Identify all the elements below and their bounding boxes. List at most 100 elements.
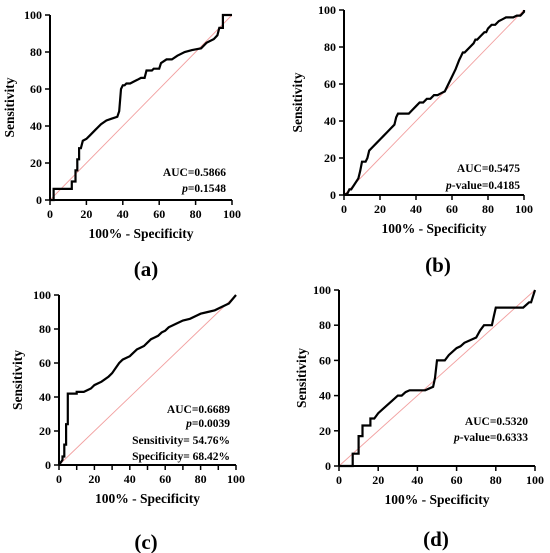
- y-tick-label: 20: [324, 151, 336, 165]
- stat-annotation: AUC=0.5475: [457, 163, 520, 175]
- stat-annotation: p=0.1548: [181, 183, 226, 195]
- stat-value: 0.6689: [198, 404, 230, 416]
- stat-annotation: AUC=0.5866: [163, 167, 226, 179]
- stat-value: 54.76%: [193, 435, 230, 447]
- reference-diagonal: [343, 9, 525, 196]
- stat-italic: p: [445, 180, 452, 192]
- x-tick-label: 80: [490, 473, 502, 487]
- y-axis-title: Sensitivity: [294, 348, 309, 408]
- y-axis-title: Sensitivity: [2, 77, 17, 137]
- y-tick-label: 0: [45, 458, 51, 472]
- panel-label: (a): [134, 257, 159, 281]
- y-tick-label: 40: [324, 114, 336, 128]
- y-tick-label: 0: [330, 188, 336, 202]
- x-tick-label: 20: [88, 472, 100, 486]
- stat-italic: p: [453, 432, 460, 444]
- panel-label: (d): [423, 527, 449, 551]
- roc-curve-line: [58, 294, 237, 466]
- stat-value: 68.42%: [193, 451, 230, 463]
- x-tick-label: 0: [336, 473, 342, 487]
- y-tick-label: 40: [30, 119, 42, 133]
- x-tick-label: 60: [159, 472, 171, 486]
- x-tick-label: 60: [446, 202, 458, 216]
- stat-annotation: AUC=0.6689: [167, 404, 230, 416]
- stat-annotation: Specificity= 68.42%: [132, 451, 230, 463]
- x-axis-title: 100% - Specificity: [89, 226, 194, 241]
- roc-curve-line: [50, 13, 232, 202]
- reference-diagonal: [58, 294, 237, 466]
- y-axis-title: Sensitivity: [290, 72, 305, 132]
- stat-annotation: p=0.0039: [185, 418, 230, 430]
- roc-curve-line: [339, 289, 537, 468]
- stat-value: -value=0.4185: [452, 180, 520, 192]
- y-tick-label: 80: [324, 40, 336, 54]
- y-tick-label: 40: [319, 389, 331, 403]
- stat-prefix: AUC=: [167, 404, 198, 416]
- x-axis-title: 100% - Specificity: [385, 492, 490, 507]
- stat-annotation: Sensitivity= 54.76%: [132, 435, 230, 447]
- x-tick-label: 100: [227, 472, 245, 486]
- stat-value: 0.5320: [496, 416, 528, 428]
- x-tick-label: 40: [117, 207, 129, 221]
- y-tick-label: 20: [319, 424, 331, 438]
- reference-diagonal: [49, 14, 233, 201]
- stat-value: 0.5866: [194, 167, 226, 179]
- panel-label: (b): [425, 253, 451, 277]
- stat-prefix: AUC=: [465, 416, 496, 428]
- y-tick-label: 20: [39, 424, 51, 438]
- x-tick-label: 60: [451, 473, 463, 487]
- stat-value: 0.5475: [488, 163, 520, 175]
- x-tick-label: 80: [195, 472, 207, 486]
- x-tick-label: 0: [47, 207, 53, 221]
- stat-prefix: Specificity=: [132, 451, 193, 463]
- y-tick-label: 80: [30, 45, 42, 59]
- x-tick-label: 0: [341, 202, 347, 216]
- y-tick-label: 100: [24, 8, 42, 22]
- roc-curve-line: [343, 10, 526, 196]
- y-tick-label: 60: [39, 356, 51, 370]
- y-tick-label: 80: [39, 322, 51, 336]
- y-tick-label: 60: [30, 82, 42, 96]
- roc-panel-3: 0 20 40 60 80 100 0 20 40 60 80 100 100% - Specifici…: [10, 288, 245, 553]
- x-tick-label: 40: [411, 473, 423, 487]
- y-tick-label: 40: [39, 390, 51, 404]
- stat-prefix: Sensitivity=: [132, 435, 193, 447]
- stat-annotation: AUC=0.5320: [465, 416, 528, 428]
- stat-prefix: AUC=: [457, 163, 488, 175]
- x-tick-label: 40: [124, 472, 136, 486]
- x-tick-label: 20: [372, 473, 384, 487]
- y-tick-label: 60: [319, 353, 331, 367]
- x-tick-label: 100: [515, 202, 533, 216]
- x-tick-label: 20: [80, 207, 92, 221]
- stat-value: =0.0039: [192, 418, 230, 430]
- x-tick-label: 100: [223, 207, 241, 221]
- x-tick-label: 80: [190, 207, 202, 221]
- x-tick-label: 20: [374, 202, 386, 216]
- x-tick-label: 40: [410, 202, 422, 216]
- stat-italic: p: [181, 183, 188, 195]
- stat-value: -value=0.6333: [460, 432, 528, 444]
- panel-label: (c): [134, 530, 157, 553]
- stat-annotation: p-value=0.4185: [445, 180, 520, 192]
- stat-prefix: AUC=: [163, 167, 194, 179]
- y-tick-label: 100: [33, 288, 51, 302]
- y-tick-label: 0: [325, 459, 331, 473]
- x-axis-title: 100% - Specificity: [382, 221, 487, 236]
- x-tick-label: 80: [482, 202, 494, 216]
- stat-annotation: p-value=0.6333: [453, 432, 528, 444]
- stat-italic: p: [185, 418, 192, 430]
- x-tick-label: 0: [56, 472, 62, 486]
- roc-panel-2: 0 20 40 60 80 100 0 20 40 60 80 100 100% - Specifici…: [290, 3, 533, 277]
- y-tick-label: 100: [313, 283, 331, 297]
- y-tick-label: 0: [36, 193, 42, 207]
- stat-value: =0.1548: [188, 183, 226, 195]
- x-tick-label: 60: [153, 207, 165, 221]
- y-tick-label: 100: [318, 3, 336, 17]
- reference-diagonal: [338, 289, 536, 467]
- y-tick-label: 20: [30, 156, 42, 170]
- roc-panel-1: 0 20 40 60 80 100 0 20 40 60 80 100 100% - Specifici…: [2, 8, 241, 281]
- x-tick-label: 100: [526, 473, 544, 487]
- roc-panel-4: 0 20 40 60 80 100 0 20 40 60 80 100 100% - Specifici…: [294, 283, 544, 551]
- x-axis-title: 100% - Specificity: [95, 491, 200, 506]
